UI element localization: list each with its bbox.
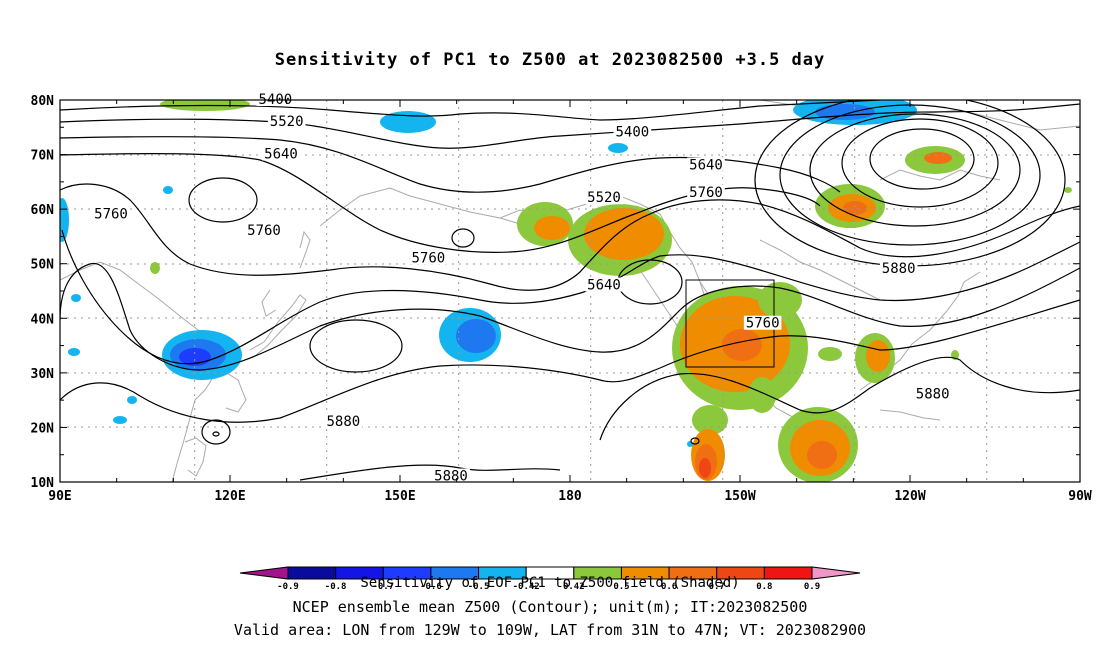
y-tick-label: 40N — [31, 312, 55, 327]
contour-label-bg — [585, 190, 623, 205]
colorbar: -0.9 -0.8 -0.7 -0.6 -0.5 -0.42 0.42 0.5 0.6 0.7 0.… — [239, 566, 861, 592]
x-tick-label: 120W — [894, 489, 925, 504]
colorbar-level-label: -0.9 — [277, 582, 299, 592]
contour-label-bg — [409, 250, 448, 265]
contour-label-bg — [432, 468, 470, 483]
contour-label-bg — [267, 113, 306, 128]
axis-labels: 90E120E150E180150W120W90W60W10N20N30N40N… — [31, 94, 1092, 504]
grid-lines — [60, 100, 1080, 482]
colorbar-level-label: -0.7 — [372, 582, 394, 592]
contour-label: 5640 — [587, 278, 621, 294]
colorbar-level-label: 0.7 — [709, 582, 725, 592]
footer-line-2: Valid area: LON from 129W to 109W, LAT f… — [233, 621, 867, 639]
contour-label: 5760 — [94, 207, 128, 223]
contour-label-bg — [585, 277, 623, 292]
x-tick-label: 90E — [48, 489, 71, 504]
x-tick-label: 90W — [1068, 489, 1092, 504]
contour-label-bg — [262, 146, 300, 161]
contour-label-bg — [879, 261, 918, 276]
contour-label-bg — [687, 157, 725, 172]
contour-label-bg — [92, 206, 130, 221]
contour-label-bg — [245, 222, 283, 237]
contour-label-bg — [743, 315, 782, 330]
contour-label: 5760 — [247, 223, 281, 239]
y-tick-label: 60N — [31, 203, 55, 218]
x-tick-label: 150E — [384, 489, 415, 504]
sensitivity-shading — [60, 100, 1072, 482]
contour-label-bg — [324, 413, 363, 428]
contour-label: 5760 — [746, 316, 780, 332]
y-tick-label: 10N — [31, 476, 55, 491]
colorbar-level-label: 0.8 — [756, 582, 772, 592]
contour-label: 5760 — [411, 250, 445, 266]
contour-label: 5400 — [615, 125, 649, 141]
colorbar-upper-arrow — [811, 566, 861, 580]
colorbar-level-label: 0.5 — [613, 582, 629, 592]
contour-label: 5520 — [587, 190, 621, 206]
contour-label: 5880 — [326, 414, 360, 430]
contour-label-bg — [613, 124, 652, 139]
contour-label-bg — [913, 386, 952, 401]
footer-line-1: NCEP ensemble mean Z500 (Contour); unit(… — [292, 598, 808, 616]
y-tick-label: 20N — [31, 421, 55, 436]
axis-ticks — [59, 99, 1081, 483]
colorbar-level-label: -0.8 — [325, 582, 347, 592]
colorbar-level-label: -0.5 — [468, 582, 490, 592]
colorbar-level-label: 0.42 — [563, 582, 585, 592]
colorbar-level-label: -0.42 — [513, 582, 540, 592]
contour-label: 5520 — [270, 114, 304, 130]
x-tick-label: 120E — [214, 489, 245, 504]
contour-label: 5880 — [916, 387, 950, 403]
contour-label: 5760 — [689, 185, 723, 201]
contour-label-bg — [256, 92, 295, 106]
contour-label: 5880 — [882, 261, 916, 277]
x-tick-label: 180 — [558, 489, 582, 504]
colorbar-level-label: 0.9 — [804, 582, 820, 592]
y-tick-label: 30N — [31, 367, 55, 382]
contour-label: 5640 — [264, 147, 298, 163]
contour-labels: 5400552056405760576054005520564057605640… — [92, 92, 952, 485]
y-tick-label: 50N — [31, 258, 55, 273]
contour-label: 5880 — [434, 469, 468, 485]
colorbar-label: Sensitivity of EOF PC1 to Z500 field (Sh… — [360, 575, 740, 591]
y-tick-label: 80N — [31, 94, 55, 109]
chart-title: Sensitivity of PC1 to Z500 at 2023082500… — [274, 50, 826, 70]
y-tick-label: 70N — [31, 149, 55, 164]
colorbar-level-label: 0.6 — [661, 582, 677, 592]
contour-label: 5640 — [689, 157, 723, 173]
colorbar-level-label: -0.6 — [420, 582, 442, 592]
x-tick-label: 150W — [724, 489, 755, 504]
contour-label-bg — [687, 184, 725, 199]
